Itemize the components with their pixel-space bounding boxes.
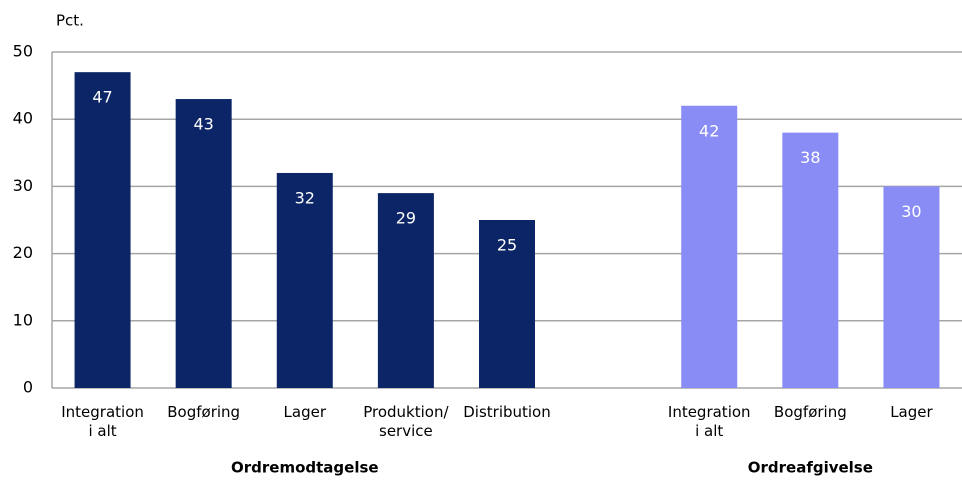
bar — [681, 105, 738, 388]
data-label: 38 — [800, 148, 820, 167]
x-tick-label: Produktion/ service — [363, 403, 449, 440]
bar — [479, 220, 535, 388]
y-axis-label: Pct. — [56, 12, 84, 30]
bar — [883, 186, 940, 388]
y-tick-label: 0 — [23, 378, 33, 397]
data-label: 43 — [193, 115, 213, 134]
y-tick-label: 40 — [13, 109, 33, 128]
bar — [175, 99, 232, 388]
bar — [276, 172, 333, 388]
x-tick-label: Lager — [890, 403, 933, 421]
data-label: 32 — [295, 188, 315, 207]
x-tick-label: Bogføring — [773, 403, 847, 421]
x-tick-label: Lager — [283, 403, 326, 421]
y-tick-label: 30 — [13, 176, 33, 195]
x-tick-label: Distribution — [463, 403, 551, 421]
x-tick-label: Integration i alt — [61, 403, 144, 440]
data-label: 29 — [396, 209, 416, 228]
bar — [377, 193, 434, 388]
x-tick-label: Integration i alt — [667, 403, 751, 440]
y-tick-label: 10 — [13, 310, 33, 329]
data-label: 25 — [497, 236, 517, 255]
data-label: 30 — [901, 202, 921, 221]
y-tick-label: 20 — [13, 243, 33, 262]
group-label: Ordreafgivelse — [748, 459, 873, 477]
bar — [74, 72, 131, 388]
data-label: 42 — [699, 121, 719, 140]
y-tick-label: 50 — [13, 42, 33, 61]
data-label: 47 — [92, 88, 112, 107]
x-tick-label: Bogføring — [167, 403, 241, 421]
bar — [782, 132, 839, 388]
group-label: Ordremodtagelse — [231, 459, 379, 477]
